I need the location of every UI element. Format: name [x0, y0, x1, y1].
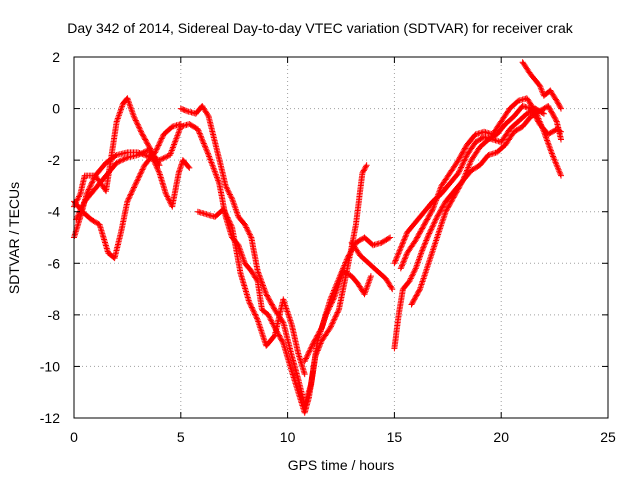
series-markers [519, 59, 565, 112]
y-tick-label: -8 [48, 307, 61, 323]
y-axis-label: SDTVAR / TECUs [6, 181, 22, 295]
y-tick-label: -12 [40, 410, 60, 426]
series-markers [194, 206, 308, 378]
series-track-6 [194, 206, 308, 378]
x-tick-label: 5 [177, 429, 185, 445]
y-tick-label: 2 [52, 49, 60, 65]
series-markers [348, 239, 396, 293]
plot-frame [73, 56, 609, 419]
series-markers [397, 95, 565, 272]
series-track-7 [301, 234, 394, 365]
x-tick-label: 15 [387, 429, 403, 445]
series-track-13 [348, 239, 396, 293]
series-track-12 [519, 59, 565, 112]
y-tick-label: 0 [52, 101, 60, 117]
y-tick-label: -6 [48, 255, 61, 271]
x-tick-label: 20 [493, 429, 509, 445]
series-track-2 [73, 146, 193, 223]
y-tick-label: -2 [48, 152, 61, 168]
series-markers [301, 234, 394, 365]
y-tick-label: -10 [40, 358, 60, 374]
x-tick-label: 0 [70, 429, 78, 445]
x-tick-label: 10 [280, 429, 296, 445]
series-markers [73, 146, 193, 223]
data-points [71, 59, 565, 416]
y-tick-label: -4 [48, 204, 61, 220]
x-tick-label: 25 [600, 429, 616, 445]
series-track-11 [397, 95, 565, 272]
chart-title: Day 342 of 2014, Sidereal Day-to-day VTE… [67, 20, 573, 36]
x-axis-label: GPS time / hours [287, 457, 395, 473]
axis-ticks: 0 5 10 15 20 25 -12 -10 -8 -6 -4 -2 0 2 [40, 49, 616, 445]
